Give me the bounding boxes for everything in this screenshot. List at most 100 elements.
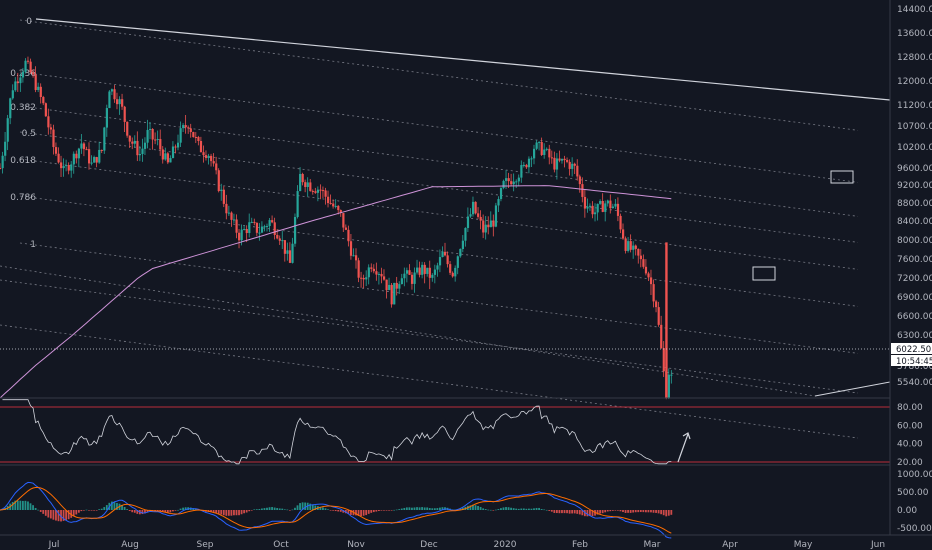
candle-body[interactable]: [255, 222, 259, 233]
candle-body[interactable]: [47, 116, 50, 128]
candle-body[interactable]: [525, 164, 528, 168]
candle-body[interactable]: [517, 177, 520, 182]
candle-body[interactable]: [179, 128, 182, 143]
candle-body[interactable]: [558, 158, 561, 161]
macd-histogram-bar[interactable]: [405, 507, 408, 510]
fib-channel-line[interactable]: [19, 195, 859, 307]
macd-histogram-bar[interactable]: [220, 510, 223, 515]
candle-body[interactable]: [459, 248, 462, 257]
candle-body[interactable]: [616, 203, 620, 216]
macd-histogram-bar[interactable]: [103, 507, 106, 510]
macd-histogram-bar[interactable]: [418, 507, 421, 510]
macd-histogram-bar[interactable]: [596, 510, 599, 515]
candle-body[interactable]: [67, 165, 70, 171]
macd-histogram-bar[interactable]: [576, 510, 579, 514]
macd-histogram-bar[interactable]: [472, 504, 474, 510]
candle-body[interactable]: [19, 77, 22, 84]
candle-body[interactable]: [250, 221, 253, 223]
candle-body[interactable]: [103, 127, 106, 151]
macd-histogram-bar[interactable]: [436, 508, 439, 510]
macd-histogram-bar[interactable]: [110, 501, 113, 510]
candle-body[interactable]: [540, 142, 543, 155]
candle-body[interactable]: [665, 242, 668, 398]
macd-histogram-bar[interactable]: [428, 508, 431, 510]
candle-body[interactable]: [187, 127, 190, 129]
macd-histogram-bar[interactable]: [342, 510, 345, 513]
macd-histogram-bar[interactable]: [383, 510, 385, 511]
candle-body[interactable]: [484, 224, 487, 233]
macd-histogram-bar[interactable]: [304, 502, 307, 510]
macd-histogram-bar[interactable]: [393, 509, 396, 511]
candle-body[interactable]: [357, 260, 360, 278]
macd-histogram-bar[interactable]: [634, 510, 637, 513]
candle-body[interactable]: [210, 155, 213, 162]
candle-body[interactable]: [128, 135, 131, 142]
candle-body[interactable]: [337, 205, 340, 211]
candle-body[interactable]: [362, 277, 365, 280]
candle-body[interactable]: [416, 267, 419, 273]
macd-histogram-bar[interactable]: [235, 510, 238, 516]
macd-histogram-bar[interactable]: [212, 510, 215, 513]
macd-histogram-bar[interactable]: [622, 510, 624, 513]
candle-body[interactable]: [149, 128, 152, 130]
macd-histogram-bar[interactable]: [136, 510, 139, 514]
candle-body[interactable]: [451, 272, 454, 277]
macd-histogram-bar[interactable]: [324, 508, 327, 510]
candle-body[interactable]: [248, 222, 251, 234]
candle-body[interactable]: [461, 240, 464, 249]
candle-body[interactable]: [174, 146, 177, 148]
macd-histogram-bar[interactable]: [599, 510, 602, 514]
candle-body[interactable]: [382, 276, 386, 280]
candle-body[interactable]: [42, 97, 45, 104]
macd-histogram-bar[interactable]: [113, 501, 116, 510]
macd-histogram-bar[interactable]: [123, 506, 126, 510]
candle-body[interactable]: [649, 277, 653, 285]
macd-histogram-bar[interactable]: [550, 510, 553, 512]
macd-line[interactable]: [0, 481, 672, 539]
macd-histogram-bar[interactable]: [47, 510, 50, 518]
macd-histogram-bar[interactable]: [365, 510, 368, 516]
candle-body[interactable]: [388, 284, 391, 291]
candle-body[interactable]: [619, 215, 622, 230]
macd-histogram-bar[interactable]: [589, 510, 591, 517]
macd-histogram-bar[interactable]: [535, 507, 538, 510]
candle-body[interactable]: [591, 205, 594, 215]
macd-histogram-bar[interactable]: [606, 510, 609, 512]
macd-histogram-bar[interactable]: [133, 510, 136, 513]
candle-body[interactable]: [332, 203, 335, 207]
macd-histogram-bar[interactable]: [500, 508, 502, 510]
candle-body[interactable]: [54, 147, 58, 154]
macd-histogram-bar[interactable]: [441, 507, 444, 510]
macd-histogram-bar[interactable]: [146, 510, 149, 512]
macd-histogram-bar[interactable]: [334, 510, 337, 512]
candle-body[interactable]: [314, 191, 317, 193]
candle-body[interactable]: [634, 245, 637, 249]
macd-histogram-bar[interactable]: [299, 503, 301, 510]
candle-body[interactable]: [260, 226, 264, 233]
macd-histogram-bar[interactable]: [80, 510, 83, 512]
candle-body[interactable]: [601, 200, 604, 212]
macd-histogram-bar[interactable]: [510, 507, 513, 510]
macd-histogram-bar[interactable]: [469, 505, 472, 510]
candle-body[interactable]: [507, 178, 510, 182]
candle-body[interactable]: [24, 60, 27, 72]
fib-channel-line[interactable]: [19, 131, 859, 243]
candle-body[interactable]: [670, 374, 673, 376]
macd-histogram-bar[interactable]: [248, 510, 251, 512]
macd-histogram-bar[interactable]: [141, 510, 144, 515]
candle-body[interactable]: [220, 189, 223, 191]
candle-body[interactable]: [606, 200, 609, 204]
signal-line[interactable]: [0, 487, 672, 534]
macd-histogram-bar[interactable]: [660, 510, 663, 515]
macd-histogram-bar[interactable]: [286, 509, 289, 511]
macd-histogram-bar[interactable]: [93, 510, 95, 511]
macd-histogram-bar[interactable]: [413, 507, 416, 510]
macd-histogram-bar[interactable]: [169, 510, 172, 513]
fib-channel-line[interactable]: [19, 105, 859, 217]
candle-body[interactable]: [230, 212, 233, 220]
macd-histogram-bar[interactable]: [375, 510, 378, 512]
candle-body[interactable]: [316, 189, 320, 193]
candle-body[interactable]: [75, 153, 78, 159]
candle-body[interactable]: [431, 274, 434, 278]
macd-histogram-bar[interactable]: [288, 510, 291, 511]
